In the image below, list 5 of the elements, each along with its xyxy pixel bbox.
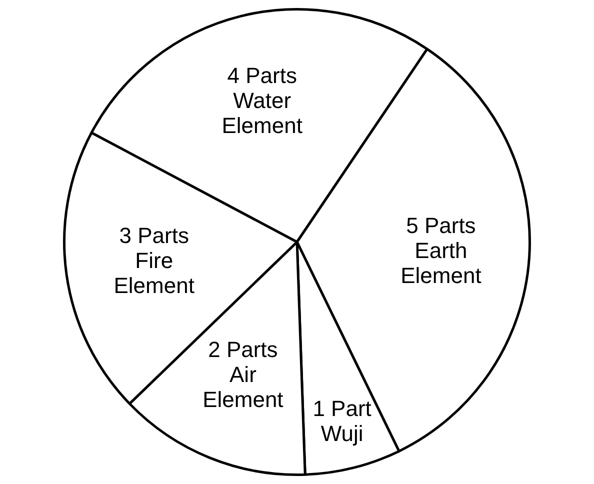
slice-label: 5 Parts Earth Element — [400, 213, 482, 288]
slice-label: 3 Parts Fire Element — [114, 223, 194, 298]
slice-label: 2 Parts Air Element — [202, 336, 284, 412]
slice-label: 1 Part Wuji — [312, 396, 372, 446]
slice-label: 4 Parts Water Element — [222, 63, 302, 138]
